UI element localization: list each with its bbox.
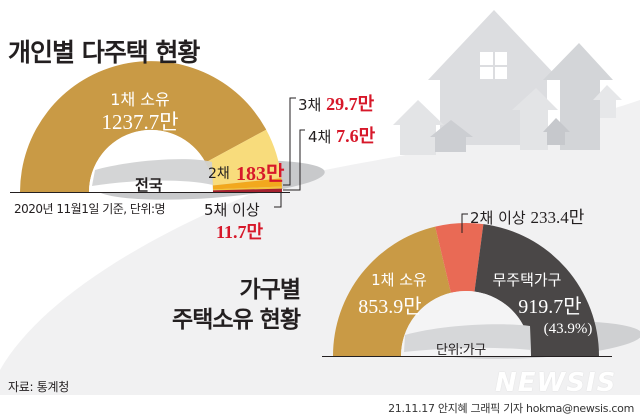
title-individual-multi-home: 개인별 다주택 현황 — [8, 38, 200, 67]
value-own-1-house: 853.9만 — [358, 296, 422, 318]
label-2-houses: 2채 — [208, 166, 230, 182]
source-label: 자료: 통계청 — [8, 380, 69, 394]
credit-line: 21.11.17 안지혜 그래픽 기자 hokma@newsis.com — [388, 402, 634, 415]
chart1-note: 2020년 11월1일 기준, 단위:명 — [14, 202, 166, 216]
pct-no-house: (43.9%) — [543, 321, 593, 337]
segment-2-houses — [205, 129, 282, 186]
label-own-1-house: 1채 소유 — [371, 271, 427, 289]
segment-no-house — [474, 224, 599, 356]
segment-own-2plus-houses — [435, 222, 484, 293]
title-household-home-ownership: 가구별 주택소유 현황 — [172, 275, 301, 335]
legend-5plus-houses: 5채 이상 — [204, 201, 260, 219]
segment-own-1-house — [333, 226, 451, 356]
legend-2plus-houses: 2채 이상 233.4만 — [470, 208, 585, 227]
newsis-watermark-logo: NEWSIS — [495, 368, 617, 398]
title-household-line2: 주택소유 현황 — [172, 307, 301, 333]
segment-1-house — [20, 61, 267, 193]
label-1-house: 1채 소유 — [110, 90, 170, 109]
chart2-unit: 단위:가구 — [436, 343, 486, 358]
house-icon — [393, 10, 622, 155]
segment-4-houses — [213, 186, 282, 191]
value-no-house: 919.7만 — [518, 296, 582, 318]
value-2-houses: 183만 — [236, 163, 285, 185]
segment-5plus-houses — [213, 188, 283, 192]
legend-3-houses: 3채 29.7만 — [298, 94, 375, 114]
title-household-line1: 가구별 — [239, 277, 301, 303]
value-5plus-houses: 11.7만 — [216, 222, 264, 242]
segment-3-houses — [212, 178, 282, 190]
value-1-house: 1237.7만 — [101, 110, 179, 134]
label-no-house: 무주택가구 — [492, 271, 562, 289]
legend-4-houses: 4채 7.6만 — [308, 126, 376, 146]
center-label-nationwide: 전국 — [135, 176, 163, 194]
